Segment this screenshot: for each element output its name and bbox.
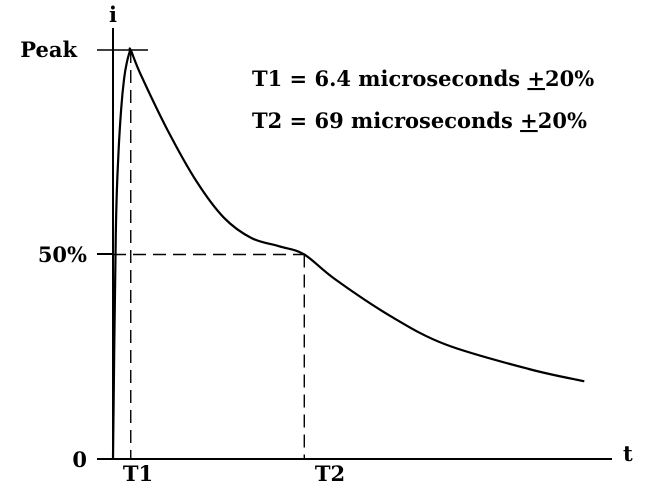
- annotation-t2-tolerance: 20%: [538, 108, 587, 133]
- annotation-t1-text: T1 = 6.4 microseconds: [252, 66, 527, 91]
- annotation-t1-tolerance: 20%: [545, 66, 594, 91]
- y-tick-label-peak: Peak: [20, 37, 77, 62]
- y-axis-label: i: [109, 2, 117, 27]
- x-axis-label: t: [623, 441, 633, 466]
- waveform-curve: [111, 47, 585, 460]
- annotation-t2-plusminus: +: [520, 108, 538, 133]
- annotation-t1-plusminus: +: [527, 66, 545, 91]
- annotation-t2: T2 = 69 microseconds +20%: [252, 108, 587, 133]
- y-tick-label-50: 50%: [38, 242, 87, 267]
- annotation-t1: T1 = 6.4 microseconds +20%: [252, 66, 594, 91]
- y-tick-label-0: 0: [72, 447, 87, 472]
- x-tick-label-t2: T2: [315, 461, 345, 486]
- x-tick-label-t1: T1: [123, 461, 153, 486]
- annotation-t2-text: T2 = 69 microseconds: [252, 108, 520, 133]
